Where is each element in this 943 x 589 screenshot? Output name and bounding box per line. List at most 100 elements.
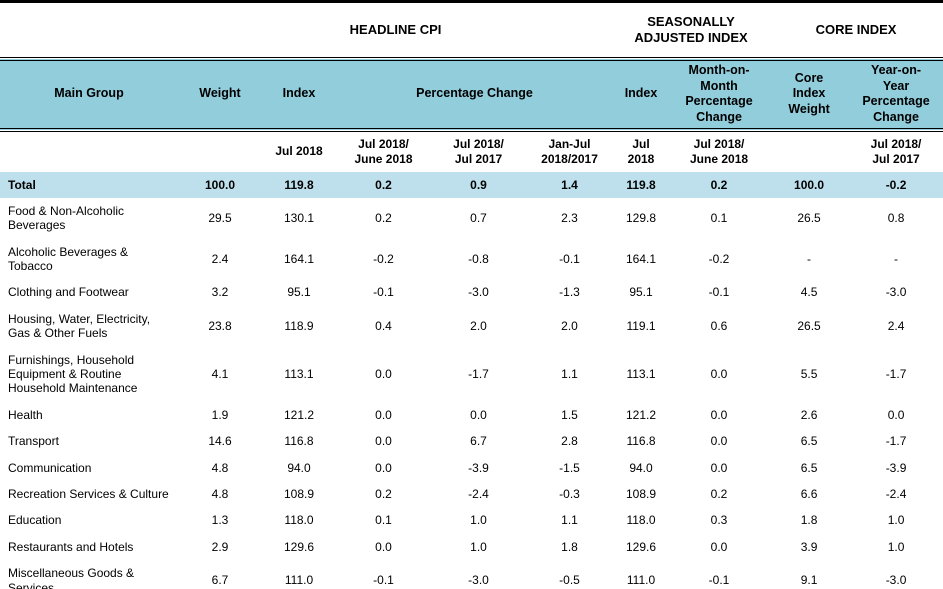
data-cell: 111.0 [613,560,670,589]
table-row: Total 100.0 119.8 0.2 0.9 1.4 119.8 0.2 100.0 -0.… [0,171,943,198]
data-cell: 1.4 [526,171,614,198]
row-label: Alcoholic Beverages & Tobacco [0,238,178,280]
data-cell: 29.5 [178,197,262,239]
period-header-jul-2018-jul-2017: Jul 2018/ Jul 2017 [431,129,526,172]
data-cell: 0.0 [669,428,770,455]
col-header-weight: Weight [178,57,262,132]
data-cell: 118.0 [262,507,336,534]
data-cell: -0.8 [431,238,526,280]
data-cell: 95.1 [613,279,670,306]
col-header-mom-percentage-change: Month-on- Month Percentage Change [669,57,770,132]
data-cell: 1.9 [178,401,262,429]
data-cell: 0.2 [669,171,770,198]
period-header-empty-main-group [0,129,178,172]
data-cell: 1.0 [849,533,943,561]
row-label: Clothing and Footwear [0,279,178,306]
data-cell: 100.0 [178,171,262,198]
data-cell: -2.4 [431,480,526,508]
data-cell: 121.2 [613,401,670,429]
data-cell: 0.0 [336,533,431,561]
data-cell: 0.0 [336,346,431,402]
data-cell: 2.6 [769,401,850,429]
period-header-sa-jul-2018: Jul 2018 [613,129,670,172]
table-row: Clothing and Footwear 3.2 95.1 -0.1 -3.0 -1.3… [0,279,943,306]
col-header-main-group: Main Group [0,57,178,132]
col-header-percentage-change: Percentage Change [336,57,614,132]
data-cell: 129.6 [262,533,336,561]
data-cell: 0.1 [336,507,431,534]
data-cell: 129.6 [613,533,670,561]
period-header-jul-2018-june-2018: Jul 2018/ June 2018 [336,129,431,172]
data-cell: 118.0 [613,507,670,534]
data-cell: 2.8 [526,428,614,455]
data-cell: -0.2 [336,238,431,280]
data-cell: 0.7 [431,197,526,239]
data-cell: 1.8 [526,533,614,561]
col-header-yoy-percentage-change: Year-on- Year Percentage Change [849,57,943,132]
data-cell: -0.3 [526,480,614,508]
data-cell: 23.8 [178,305,262,347]
row-label: Transport [0,428,178,455]
data-cell: 2.4 [178,238,262,280]
data-cell: -0.2 [849,171,943,198]
data-cell: 6.5 [769,428,850,455]
data-cell: 95.1 [262,279,336,306]
row-label: Education [0,507,178,534]
data-cell: 0.0 [336,428,431,455]
data-cell: 0.1 [669,197,770,239]
data-cell: 0.8 [849,197,943,239]
data-cell: -1.5 [526,454,614,481]
data-cell: 116.8 [262,428,336,455]
period-header-row: Jul 2018 Jul 2018/ June 2018 Jul 2018/ J… [0,129,943,172]
data-cell: -2.4 [849,480,943,508]
table-row: Communication 4.8 94.0 0.0 -3.9 -1.5 94.0 0.0 6.… [0,454,943,481]
data-cell: -0.1 [336,560,431,589]
data-cell: 0.0 [669,346,770,402]
data-cell: 130.1 [262,197,336,239]
table-row: Housing, Water, Electricity, Gas & Other… [0,305,943,347]
data-cell: 0.2 [336,480,431,508]
data-cell: 129.8 [613,197,670,239]
data-cell: 1.0 [849,507,943,534]
table-row: Alcoholic Beverages & Tobacco 2.4 164.1 -0.… [0,238,943,280]
data-cell: 108.9 [262,480,336,508]
data-cell: 164.1 [613,238,670,280]
data-cell: -0.2 [669,238,770,280]
data-cell: 3.2 [178,279,262,306]
period-header-index-jul-2018: Jul 2018 [262,129,336,172]
data-cell: 113.1 [613,346,670,402]
data-cell: 0.0 [336,454,431,481]
data-cell: 0.0 [669,454,770,481]
data-cell: 100.0 [769,171,850,198]
table-row: Food & Non-Alcoholic Beverages 29.5 130.1 0… [0,197,943,239]
data-cell: 5.5 [769,346,850,402]
data-cell: 1.1 [526,507,614,534]
row-label: Housing, Water, Electricity, Gas & Other… [0,305,178,347]
data-cell: 2.4 [849,305,943,347]
row-label: Health [0,401,178,429]
data-cell: 0.0 [849,401,943,429]
period-header-jan-jul-2018-2017: Jan-Jul 2018/2017 [526,129,614,172]
row-label: Food & Non-Alcoholic Beverages [0,197,178,239]
data-cell: 0.3 [669,507,770,534]
period-header-empty-weight [178,129,262,172]
data-cell: 118.9 [262,305,336,347]
period-header-sa-jul-2018-june-2018: Jul 2018/ June 2018 [669,129,770,172]
data-cell: 94.0 [613,454,670,481]
table-row: Health 1.9 121.2 0.0 0.0 1.5 121.2 0.0 2.6 0.0 [0,401,943,429]
data-cell: 14.6 [178,428,262,455]
data-cell: 113.1 [262,346,336,402]
row-label: Total [0,171,178,198]
data-cell: 1.5 [526,401,614,429]
data-cell: 1.8 [769,507,850,534]
data-cell: 116.8 [613,428,670,455]
data-cell: -3.0 [431,560,526,589]
row-label: Furnishings, Household Equipment & Routi… [0,346,178,402]
data-cell: -1.3 [526,279,614,306]
data-cell: 121.2 [262,401,336,429]
data-cell: -0.1 [669,560,770,589]
data-cell: 119.8 [613,171,670,198]
data-cell: 26.5 [769,197,850,239]
